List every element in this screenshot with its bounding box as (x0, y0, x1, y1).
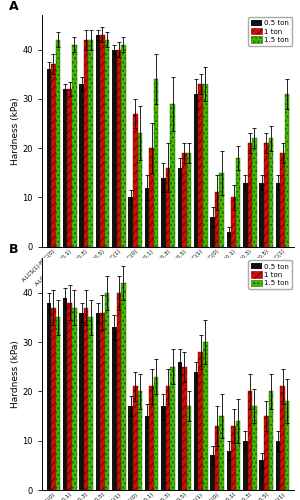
Bar (170, 104, 175, 247)
Bar (72, 308, 76, 490)
Bar (236, 421, 240, 490)
Bar (154, 376, 158, 490)
Bar (121, 44, 126, 246)
Bar (128, 406, 133, 490)
Bar (260, 460, 264, 490)
Bar (182, 367, 187, 490)
Bar (105, 293, 109, 490)
Bar (161, 406, 166, 490)
Bar (199, 84, 203, 246)
Bar (264, 143, 268, 246)
Bar (63, 298, 68, 490)
Bar (260, 182, 264, 246)
Bar (79, 312, 84, 490)
Bar (137, 392, 142, 490)
Bar (56, 40, 60, 246)
Bar (187, 406, 191, 490)
Bar (100, 34, 105, 246)
Text: B: B (9, 243, 19, 256)
Bar (280, 153, 285, 246)
Bar (280, 386, 285, 490)
Bar (264, 416, 268, 490)
Bar (210, 456, 215, 490)
Bar (112, 50, 117, 246)
Bar (96, 312, 100, 490)
Bar (51, 64, 56, 246)
Bar (182, 153, 187, 246)
Bar (96, 34, 100, 246)
Bar (178, 168, 182, 246)
Bar (72, 44, 76, 246)
Legend: 0.5 ton, 1 ton, 1.5 ton: 0.5 ton, 1 ton, 1.5 ton (248, 260, 292, 289)
Bar (137, 134, 142, 246)
Bar (79, 84, 84, 246)
Bar (149, 148, 154, 246)
Bar (285, 402, 290, 490)
Bar (63, 89, 68, 246)
Bar (199, 352, 203, 490)
Legend: 0.5 ton, 1 ton, 1.5 ton: 0.5 ton, 1 ton, 1.5 ton (248, 17, 292, 46)
Bar (285, 94, 290, 246)
Bar (46, 69, 51, 246)
Bar (219, 416, 224, 490)
Bar (227, 232, 231, 246)
Bar (88, 40, 93, 246)
Bar (243, 182, 248, 246)
Bar (252, 138, 257, 246)
Bar (194, 372, 199, 490)
Bar (145, 416, 149, 490)
Bar (166, 168, 170, 246)
Bar (248, 392, 252, 490)
Bar (68, 89, 72, 246)
Bar (166, 386, 170, 490)
Bar (105, 40, 109, 246)
Bar (194, 94, 199, 246)
Text: A: A (9, 0, 19, 12)
Bar (276, 440, 280, 490)
Bar (268, 138, 273, 246)
Bar (268, 392, 273, 490)
Y-axis label: Hardness (kPa): Hardness (kPa) (11, 340, 20, 408)
Bar (88, 318, 93, 490)
Bar (145, 188, 149, 246)
Bar (227, 450, 231, 490)
Bar (149, 386, 154, 490)
Bar (187, 153, 191, 246)
Bar (236, 158, 240, 246)
Bar (56, 318, 60, 490)
Bar (84, 308, 88, 490)
Bar (276, 182, 280, 246)
Bar (68, 302, 72, 490)
Bar (219, 173, 224, 246)
Bar (248, 143, 252, 246)
Bar (243, 440, 248, 490)
Bar (231, 426, 236, 490)
Bar (231, 198, 236, 246)
Bar (170, 367, 175, 490)
Bar (178, 362, 182, 490)
Bar (121, 283, 126, 490)
Bar (46, 302, 51, 490)
Bar (51, 308, 56, 490)
Bar (154, 79, 158, 246)
Bar (215, 192, 219, 246)
Bar (215, 426, 219, 490)
Bar (203, 342, 208, 490)
Bar (128, 198, 133, 246)
Bar (203, 84, 208, 246)
Bar (210, 217, 215, 246)
Y-axis label: Hardness (kPa): Hardness (kPa) (11, 97, 20, 165)
Bar (112, 328, 117, 490)
Bar (133, 386, 137, 490)
Bar (117, 50, 121, 246)
Bar (100, 312, 105, 490)
Bar (84, 40, 88, 246)
Bar (117, 293, 121, 490)
Bar (252, 406, 257, 490)
Bar (133, 114, 137, 246)
Bar (161, 178, 166, 246)
